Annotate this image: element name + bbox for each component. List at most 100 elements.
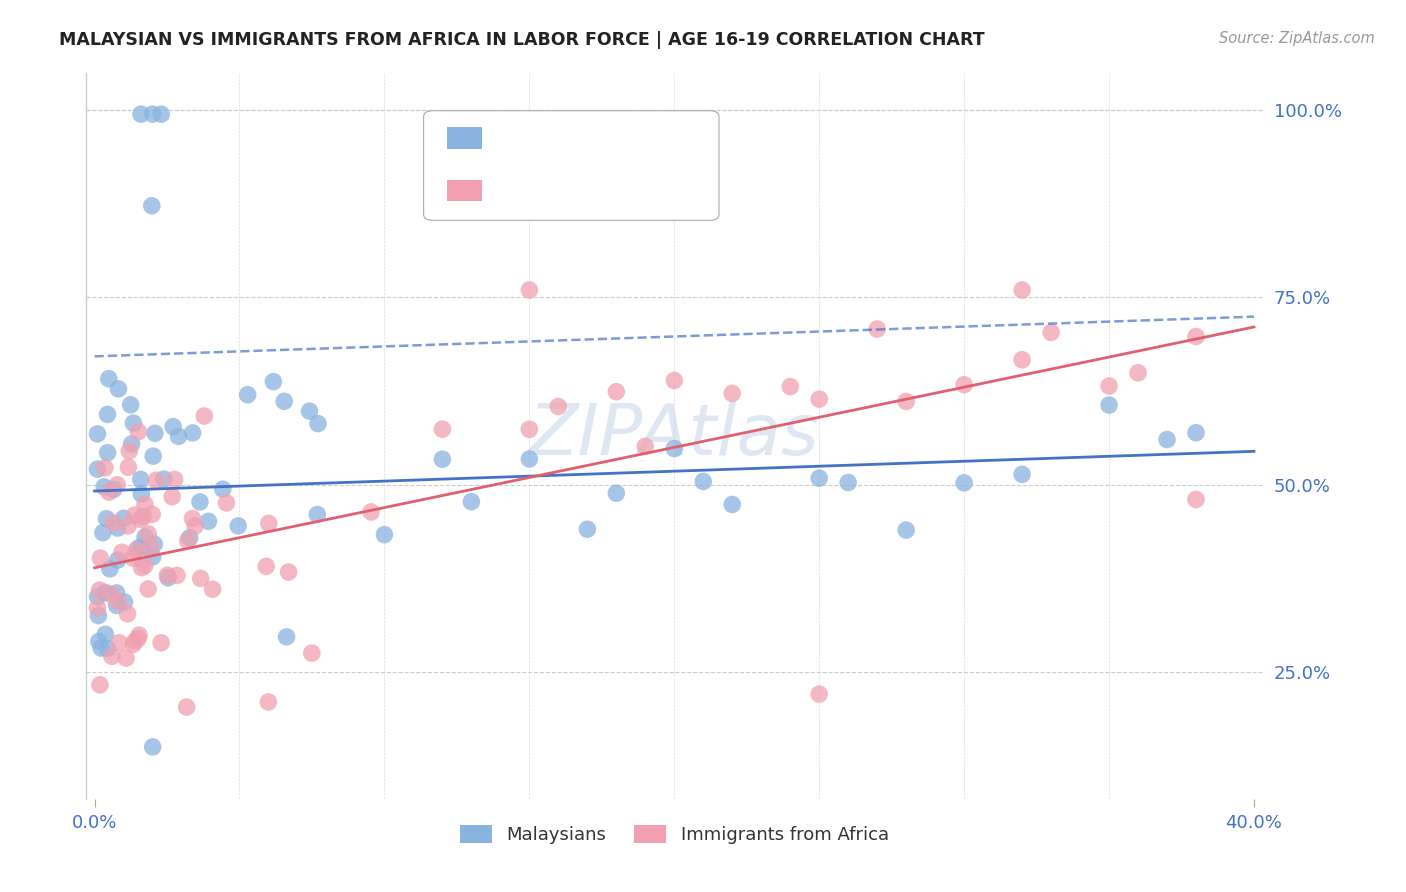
Point — [277, 565, 299, 579]
Point — [779, 379, 801, 393]
Point — [179, 531, 201, 545]
Point — [105, 477, 128, 491]
Point — [866, 322, 889, 336]
Point — [103, 516, 125, 530]
Point — [301, 646, 323, 660]
Point — [953, 475, 976, 490]
Point — [115, 651, 138, 665]
Point — [131, 487, 153, 501]
Point — [894, 523, 917, 537]
Point — [101, 649, 124, 664]
Point — [136, 527, 159, 541]
Point — [141, 107, 163, 121]
Point — [118, 444, 141, 458]
Point — [107, 594, 129, 608]
Point — [1011, 352, 1033, 367]
Point — [236, 387, 259, 401]
Point — [273, 394, 295, 409]
Point — [1098, 398, 1121, 412]
Point — [150, 107, 173, 121]
Point — [257, 695, 280, 709]
Point — [122, 551, 145, 566]
Point — [605, 486, 627, 500]
Point — [90, 641, 112, 656]
Point — [1185, 492, 1208, 507]
Point — [107, 521, 129, 535]
Point — [86, 601, 108, 615]
Point — [124, 634, 146, 648]
Point — [86, 462, 108, 476]
Point — [129, 472, 152, 486]
Point — [1040, 326, 1063, 340]
Bar — [447, 179, 482, 202]
Point — [97, 372, 120, 386]
Point — [1156, 433, 1178, 447]
Text: R = 0.154   N = 75: R = 0.154 N = 75 — [503, 129, 675, 147]
Point — [127, 632, 149, 646]
Point — [103, 483, 125, 497]
Text: ZIPAtlas: ZIPAtlas — [529, 401, 820, 470]
Point — [254, 559, 277, 574]
Point — [692, 475, 714, 489]
Point — [373, 527, 395, 541]
Point — [547, 400, 569, 414]
Point — [634, 439, 657, 453]
Point — [176, 700, 198, 714]
Point — [181, 425, 204, 440]
Point — [460, 494, 482, 508]
Point — [664, 442, 686, 456]
Text: Source: ZipAtlas.com: Source: ZipAtlas.com — [1219, 31, 1375, 46]
Point — [127, 425, 149, 439]
Point — [105, 599, 128, 613]
Point — [108, 636, 131, 650]
Point — [721, 386, 744, 401]
Point — [94, 461, 117, 475]
Point — [226, 519, 249, 533]
Text: MALAYSIAN VS IMMIGRANTS FROM AFRICA IN LABOR FORCE | AGE 16-19 CORRELATION CHART: MALAYSIAN VS IMMIGRANTS FROM AFRICA IN L… — [59, 31, 984, 49]
Point — [307, 508, 329, 522]
Point — [114, 595, 136, 609]
Point — [166, 568, 188, 582]
Point — [307, 417, 329, 431]
Point — [136, 582, 159, 596]
Point — [215, 496, 238, 510]
FancyBboxPatch shape — [423, 111, 718, 220]
Point — [153, 472, 176, 486]
Point — [360, 505, 382, 519]
Point — [112, 511, 135, 525]
Point — [894, 394, 917, 409]
Point — [131, 560, 153, 574]
Point — [143, 537, 166, 551]
Point — [808, 471, 831, 485]
Point — [87, 634, 110, 648]
Point — [576, 522, 599, 536]
Point — [808, 687, 831, 701]
Point — [117, 607, 139, 621]
Point — [105, 586, 128, 600]
Point — [125, 543, 148, 558]
Point — [837, 475, 859, 490]
Point — [721, 498, 744, 512]
Point — [86, 426, 108, 441]
Point — [181, 511, 204, 525]
Point — [117, 460, 139, 475]
Point — [89, 551, 111, 566]
Point — [139, 541, 162, 555]
Point — [134, 530, 156, 544]
Point — [1011, 467, 1033, 482]
Point — [134, 497, 156, 511]
Point — [167, 429, 190, 443]
Point — [100, 587, 122, 601]
Point — [96, 408, 118, 422]
Point — [107, 553, 129, 567]
Point — [129, 512, 152, 526]
Point — [94, 627, 117, 641]
Point — [1098, 379, 1121, 393]
Point — [128, 628, 150, 642]
Point — [163, 472, 186, 486]
Point — [1126, 366, 1149, 380]
Point — [124, 508, 146, 523]
Point — [143, 426, 166, 441]
Point — [1185, 425, 1208, 440]
Point — [197, 514, 219, 528]
